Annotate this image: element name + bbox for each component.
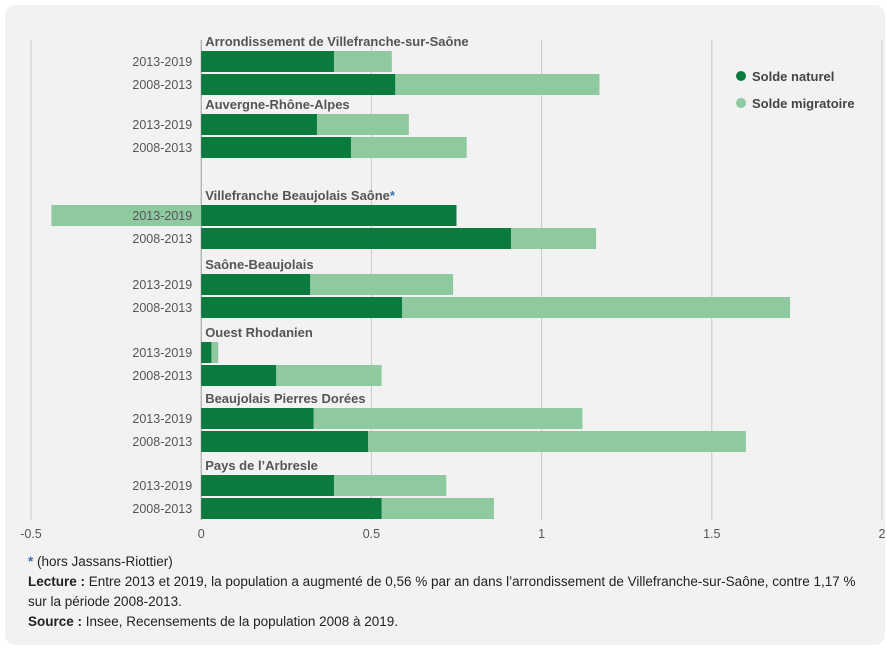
x-tick-label: -0.5	[20, 527, 42, 541]
bar-solde-migratoire	[350, 137, 467, 158]
legend-label-solde-migratoire: Solde migratoire	[752, 96, 855, 111]
group-label-pays-de-l-arbresle: Pays de l’Arbresle	[205, 458, 318, 473]
period-label: 2013-2019	[132, 55, 192, 69]
lecture-label: Lecture :	[28, 574, 86, 589]
period-label: 2013-2019	[132, 479, 192, 493]
lecture-text: Entre 2013 et 2019, la population a augm…	[28, 574, 856, 609]
period-label: 2013-2019	[132, 412, 192, 426]
chart-card	[5, 5, 885, 645]
bar-solde-naturel	[201, 228, 511, 249]
period-label: 2013-2019	[132, 118, 192, 132]
period-label: 2008-2013	[132, 78, 192, 92]
bar-solde-migratoire	[333, 475, 447, 496]
bar-solde-naturel	[201, 408, 314, 429]
period-label: 2013-2019	[132, 346, 192, 360]
period-label: 2008-2013	[132, 232, 192, 246]
x-tick-label: 2	[879, 527, 886, 541]
footnote-text: (hors Jassans-Riottier)	[33, 554, 173, 569]
bar-solde-migratoire	[510, 228, 597, 249]
group-label-ouest-rhodanien: Ouest Rhodanien	[205, 325, 313, 340]
bar-solde-naturel	[201, 475, 334, 496]
bar-solde-migratoire	[51, 205, 202, 226]
bar-solde-migratoire	[310, 274, 454, 295]
period-label: 2008-2013	[132, 502, 192, 516]
bar-solde-migratoire	[395, 74, 600, 95]
chart-footer: * (hors Jassans-Riottier) Lecture : Entr…	[28, 552, 868, 632]
group-label-auvergne-rhone-alpes: Auvergne-Rhône-Alpes	[205, 97, 349, 112]
bar-solde-migratoire	[211, 342, 219, 363]
bar-solde-naturel	[201, 74, 396, 95]
bars	[51, 51, 791, 519]
group-label-villefranche-beaujolais-saone: Villefranche Beaujolais Saône*	[205, 188, 396, 203]
source-note: Source : Insee, Recensements de la popul…	[28, 612, 868, 632]
bar-solde-migratoire	[276, 365, 382, 386]
period-label: 2008-2013	[132, 369, 192, 383]
bar-solde-naturel	[201, 342, 212, 363]
x-tick-label: 1.5	[703, 527, 720, 541]
period-label: 2008-2013	[132, 301, 192, 315]
period-label: 2008-2013	[132, 141, 192, 155]
bar-solde-migratoire	[381, 498, 494, 519]
period-label: 2013-2019	[132, 209, 192, 223]
bar-solde-migratoire	[313, 408, 583, 429]
x-tick-label: 1	[538, 527, 545, 541]
bar-solde-naturel	[201, 365, 277, 386]
footnote: * (hors Jassans-Riottier)	[28, 552, 868, 572]
bar-solde-naturel	[201, 51, 334, 72]
bar-solde-naturel	[201, 137, 351, 158]
lecture-note: Lecture : Entre 2013 et 2019, la populat…	[28, 572, 868, 612]
bar-solde-migratoire	[367, 431, 746, 452]
source-label: Source :	[28, 614, 83, 629]
bar-solde-naturel	[201, 498, 382, 519]
period-label: 2013-2019	[132, 278, 192, 292]
bar-solde-naturel	[201, 274, 311, 295]
group-label-arrondissement-de-villefranche-sur-saone: Arrondissement de Villefranche-sur-Saône	[205, 34, 468, 49]
group-label-saone-beaujolais: Saône-Beaujolais	[205, 257, 313, 272]
legend-swatch-solde-naturel	[736, 71, 746, 81]
footnote-star: *	[28, 554, 34, 569]
stacked-bar-chart: Arrondissement de Villefranche-sur-Saône…	[20, 34, 885, 541]
category-labels: Arrondissement de Villefranche-sur-Saône…	[132, 34, 468, 516]
x-tick-label: 0.5	[363, 527, 380, 541]
x-axis-ticks: -0.5 0 0.5 1 1.5 2	[20, 527, 885, 541]
period-label: 2008-2013	[132, 435, 192, 449]
legend: Solde naturel Solde migratoire	[736, 69, 855, 111]
bar-solde-naturel	[201, 205, 457, 226]
bar-solde-migratoire	[333, 51, 392, 72]
bar-solde-naturel	[201, 114, 317, 135]
group-label-beaujolais-pierres-dorees: Beaujolais Pierres Dorées	[205, 391, 365, 406]
x-tick-label: 0	[198, 527, 205, 541]
source-text: Insee, Recensements de la population 200…	[82, 614, 398, 629]
bar-solde-naturel	[201, 297, 403, 318]
bar-solde-migratoire	[402, 297, 791, 318]
bar-solde-migratoire	[316, 114, 409, 135]
bar-solde-naturel	[201, 431, 368, 452]
legend-swatch-solde-migratoire	[736, 98, 746, 108]
legend-label-solde-naturel: Solde naturel	[752, 69, 834, 84]
